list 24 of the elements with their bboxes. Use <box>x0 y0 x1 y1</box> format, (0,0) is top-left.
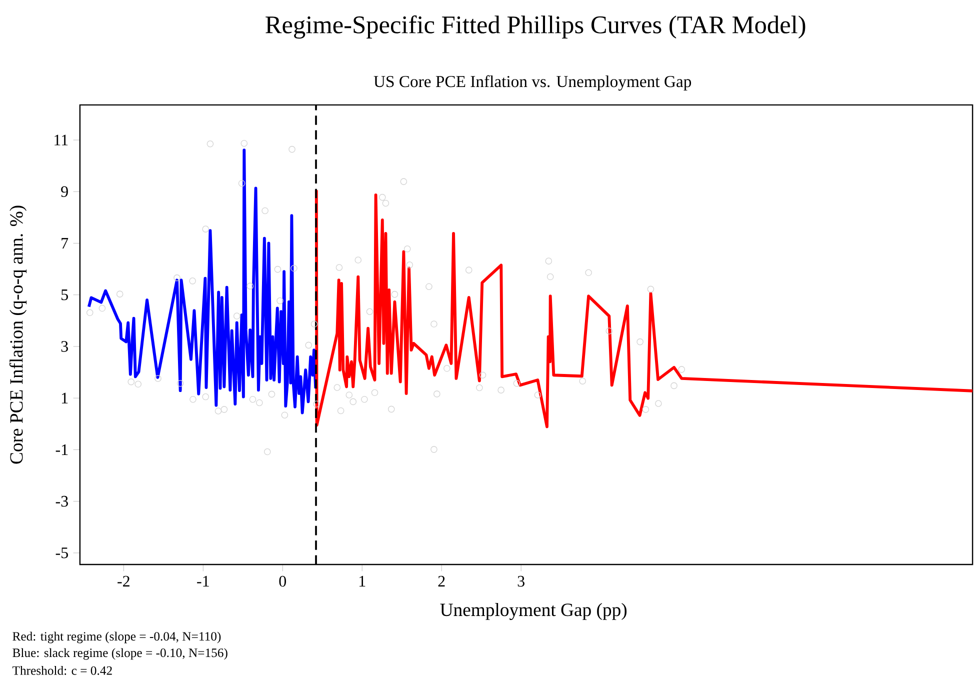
x-tick-label: 0 <box>279 576 286 586</box>
y-tick-label: 1 <box>62 392 68 404</box>
x-tick-label: 1 <box>360 576 366 586</box>
y-tick-label: 7 <box>62 238 68 248</box>
y-tick-label: -5 <box>56 547 68 558</box>
chart-title: Regime-Specific Fitted Phillips Curves (TAR Model) <box>266 15 806 38</box>
chart-subtitle: US Core PCE Inflation vs. Unemployment Gap <box>374 75 692 90</box>
x-tick-label: 2 <box>438 576 445 586</box>
y-tick-label: 9 <box>61 186 68 197</box>
line-series <box>314 188 974 428</box>
y-tick-label: 5 <box>62 289 68 300</box>
y-tick-label: 3 <box>61 340 68 352</box>
line-series <box>87 148 318 414</box>
x-axis-title: Unemployment Gap (pp) <box>440 602 627 620</box>
x-tick-label: 3 <box>518 576 524 586</box>
y-tick-label: -3 <box>56 496 68 506</box>
y-tick-label: -1 <box>56 444 68 455</box>
x-tick-label: -2 <box>118 576 130 586</box>
text: Blue: slack regime (slope = -0.10, N=156) <box>12 648 228 660</box>
y-axis-title: Core PCE Inflation (q-o-q ann. %) <box>9 206 27 464</box>
y-tick-label: 11 <box>54 134 68 146</box>
text: Threshold: c = 0.42 <box>12 666 112 675</box>
x-tick-label: -1 <box>197 576 209 586</box>
text: Red: tight regime (slope = -0.04, N=110) <box>12 632 221 644</box>
